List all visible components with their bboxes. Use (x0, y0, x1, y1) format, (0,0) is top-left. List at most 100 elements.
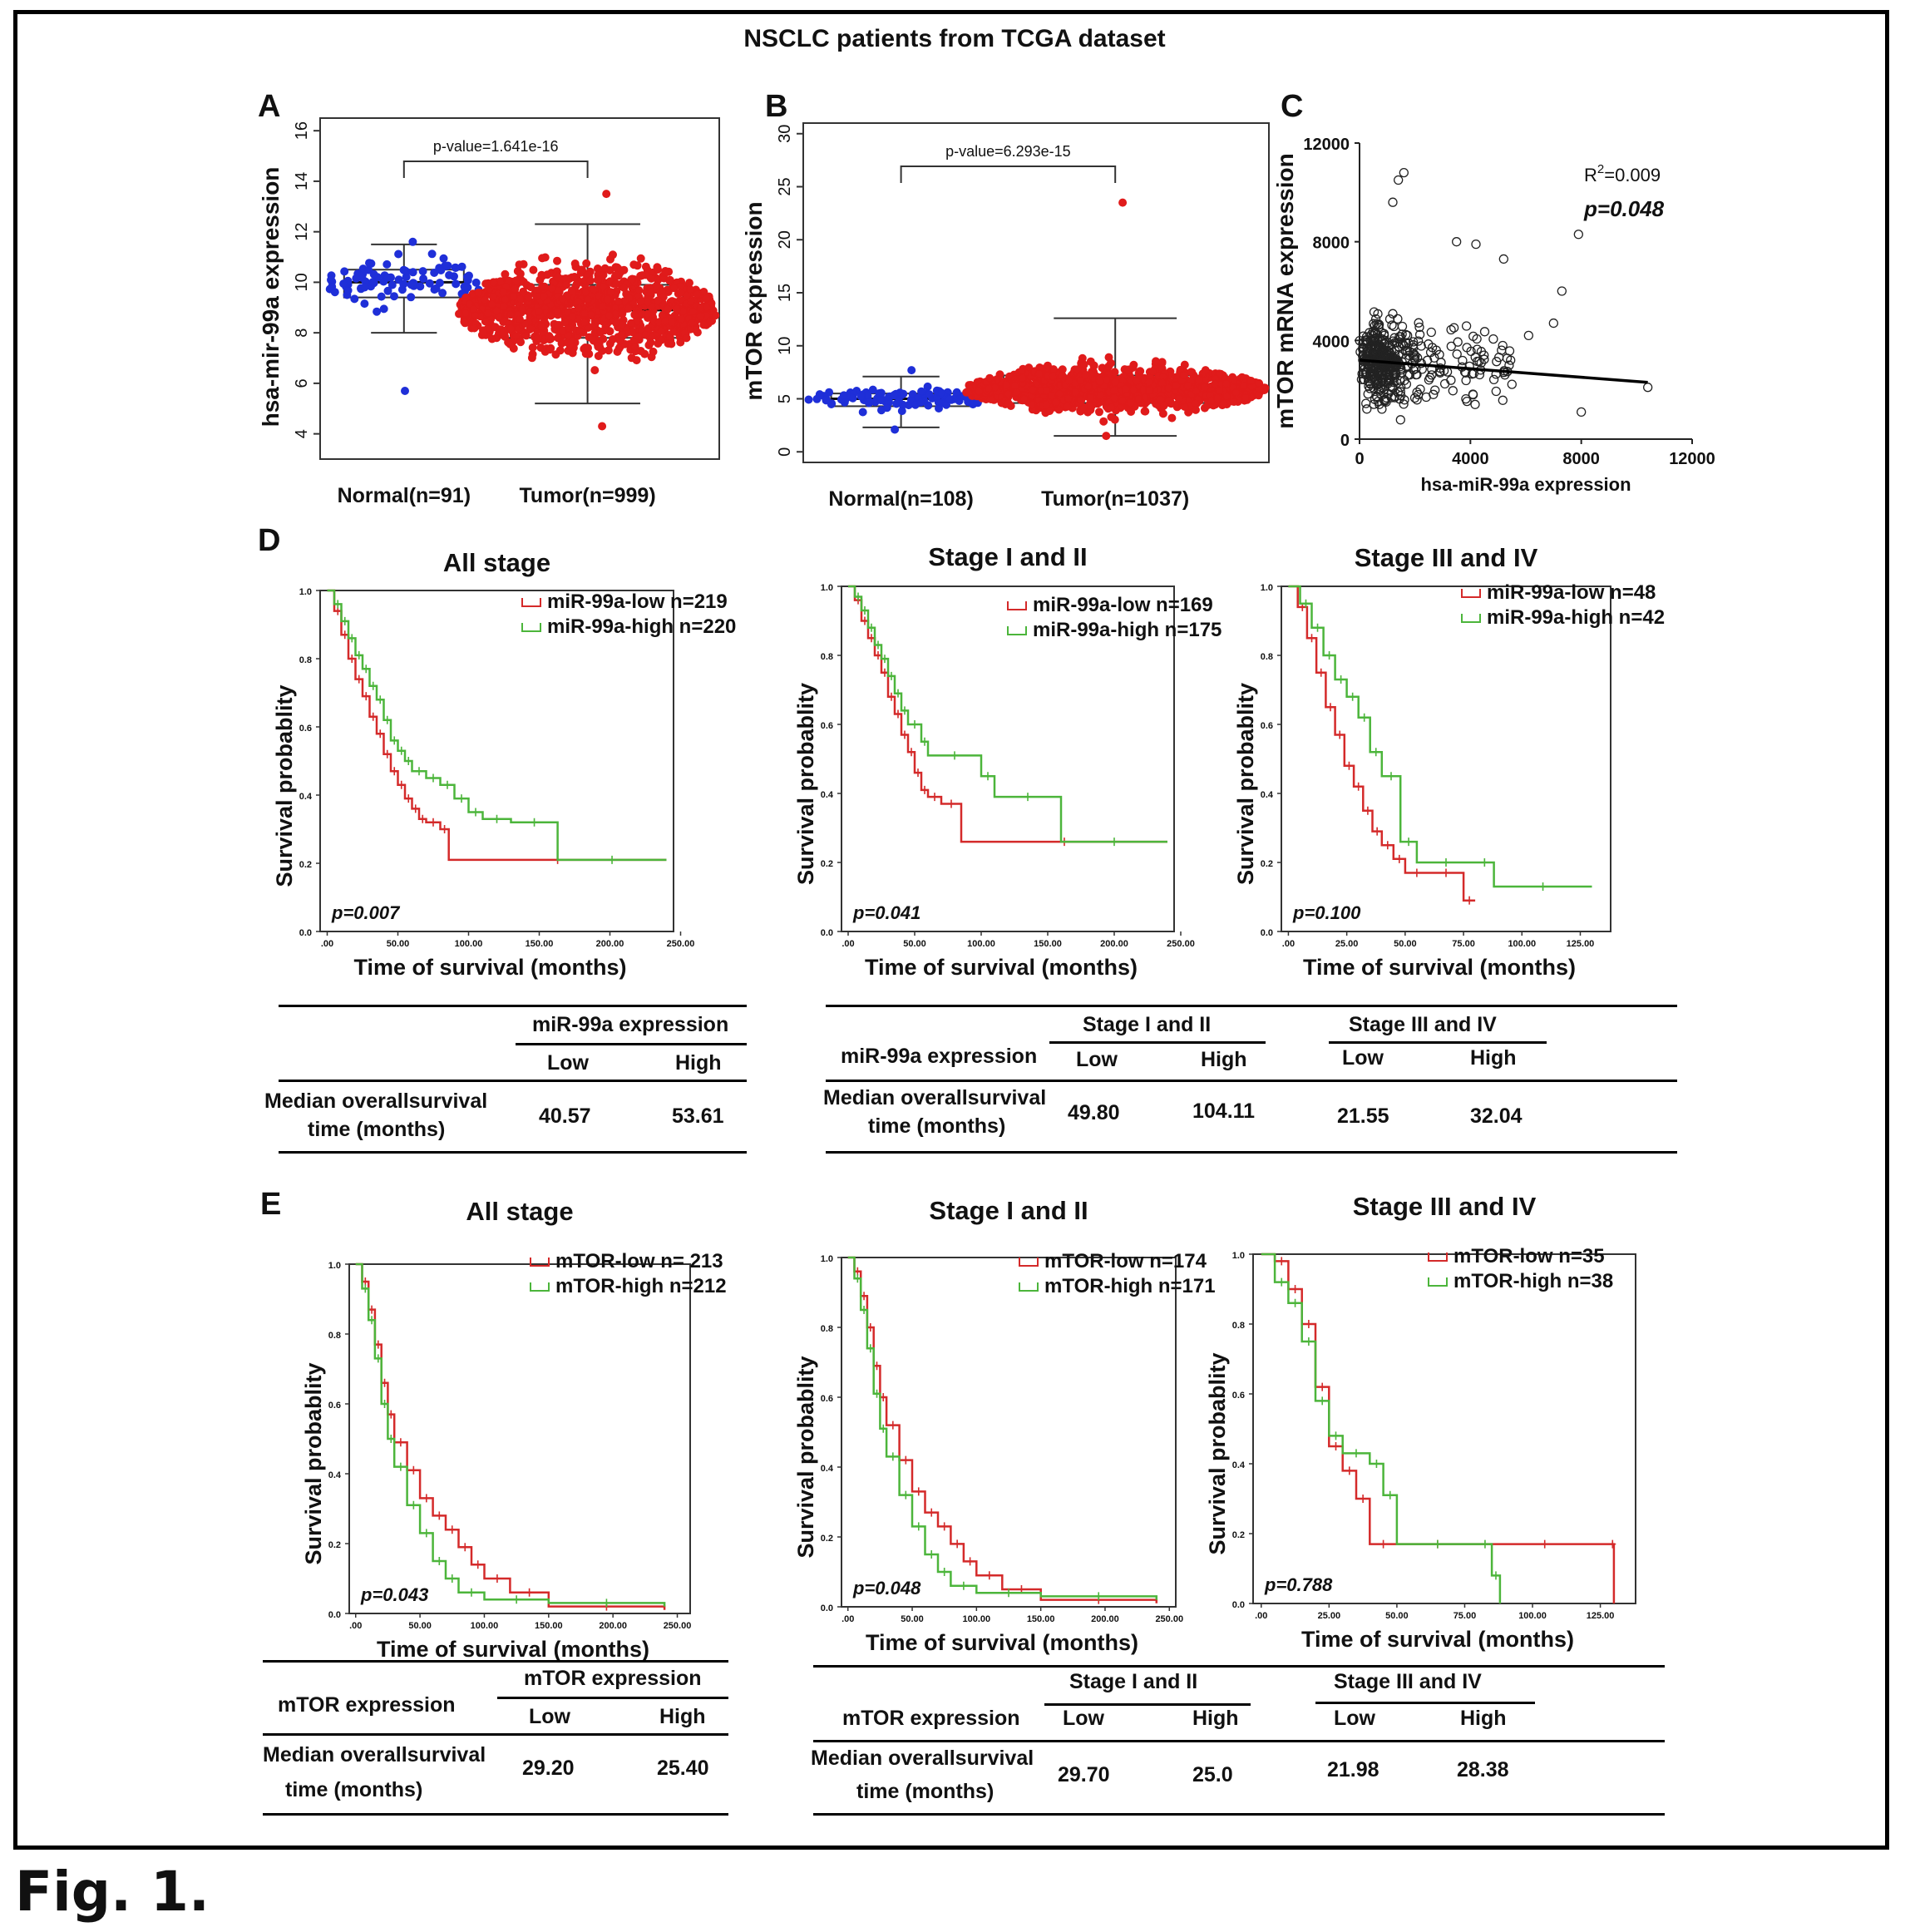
table-col-low: Low (547, 1051, 589, 1075)
data-point (660, 317, 669, 326)
data-point (407, 293, 416, 302)
table-col-high: High (1470, 1046, 1517, 1070)
data-point (480, 295, 489, 304)
data-point (438, 289, 447, 298)
data-point (630, 343, 639, 352)
data-point (524, 293, 532, 302)
table-col-high: High (1460, 1707, 1507, 1730)
table-row-label: time (months) (308, 1118, 446, 1141)
plot-frame (319, 117, 720, 460)
data-point (634, 332, 643, 340)
data-point (418, 267, 427, 276)
figure-frame (13, 10, 1889, 1850)
data-point (387, 280, 397, 289)
y-tick-label: 8 (293, 329, 311, 338)
data-point (652, 281, 661, 290)
table-rule (516, 1043, 747, 1045)
data-point (343, 286, 353, 295)
data-point (382, 273, 392, 282)
data-point (427, 250, 437, 259)
data-point (452, 279, 461, 289)
data-point (526, 324, 535, 333)
data-point (575, 327, 585, 336)
table-row-label: Median overallsurvival (264, 1090, 488, 1113)
data-point (432, 284, 441, 293)
data-point (445, 270, 454, 279)
data-point (437, 266, 446, 274)
table-group-stage-3-4: Stage III and IV (1349, 1013, 1497, 1036)
data-point (543, 270, 552, 279)
table-value: 49.80 (1068, 1101, 1120, 1124)
table-row-label: time (months) (285, 1778, 423, 1801)
table-group-header: mTOR expression (524, 1667, 702, 1690)
data-point (618, 330, 626, 339)
data-point (562, 280, 571, 289)
table-col-high: High (1192, 1707, 1239, 1730)
data-point (646, 288, 655, 297)
table-rule (826, 1005, 1677, 1007)
table-rule (1315, 1702, 1535, 1704)
data-point (661, 269, 670, 277)
data-point (641, 262, 650, 271)
data-point (644, 309, 653, 319)
table-rule (279, 1005, 747, 1007)
data-point (538, 254, 547, 263)
table-rule (263, 1813, 728, 1816)
data-point (627, 319, 636, 328)
data-point (460, 282, 469, 291)
data-point (685, 279, 693, 288)
data-point (636, 254, 645, 263)
table-col-high: High (1201, 1048, 1247, 1071)
data-point (568, 312, 577, 321)
table-rule (813, 1740, 1665, 1742)
data-point (461, 309, 470, 318)
table-value: 28.38 (1457, 1758, 1509, 1781)
data-point (669, 284, 679, 293)
data-point (688, 307, 698, 316)
table-value-low: 40.57 (539, 1104, 591, 1128)
data-point (703, 303, 712, 312)
panel-label-c: C (1281, 89, 1303, 124)
panel-label-e: E (260, 1187, 281, 1222)
panel-label-a: A (258, 89, 280, 124)
data-point (540, 282, 549, 291)
data-point (511, 276, 521, 285)
data-point (340, 267, 349, 276)
data-point (529, 265, 538, 274)
table-col-low: Low (1334, 1707, 1375, 1730)
table-col-low: Low (529, 1705, 570, 1728)
data-point (487, 334, 496, 343)
data-point (545, 345, 555, 354)
data-point (654, 296, 663, 305)
table-rule (279, 1080, 747, 1082)
data-point (634, 286, 644, 295)
table-row-header: mTOR expression (842, 1707, 1020, 1730)
data-point (535, 307, 544, 316)
data-point (600, 264, 610, 273)
data-point (596, 328, 605, 337)
data-point (564, 331, 573, 340)
data-point (711, 311, 720, 320)
data-point (408, 237, 417, 246)
data-point (521, 331, 531, 340)
data-point (676, 288, 685, 297)
table-rule (1044, 1703, 1251, 1706)
data-point (657, 326, 666, 335)
data-point (518, 304, 527, 314)
data-point (618, 320, 627, 329)
data-point (394, 250, 403, 259)
table-rule (279, 1151, 747, 1154)
table-rule (1329, 1041, 1547, 1044)
data-point (516, 269, 525, 279)
data-point (379, 304, 388, 314)
table-row-label: time (months) (856, 1780, 994, 1803)
data-point (369, 269, 378, 279)
data-point (602, 190, 611, 199)
data-point (657, 335, 666, 344)
data-point (699, 320, 708, 329)
data-point (632, 356, 641, 365)
data-point (328, 282, 337, 291)
data-point (506, 339, 515, 348)
table-value: 32.04 (1470, 1104, 1523, 1128)
data-point (578, 265, 586, 274)
